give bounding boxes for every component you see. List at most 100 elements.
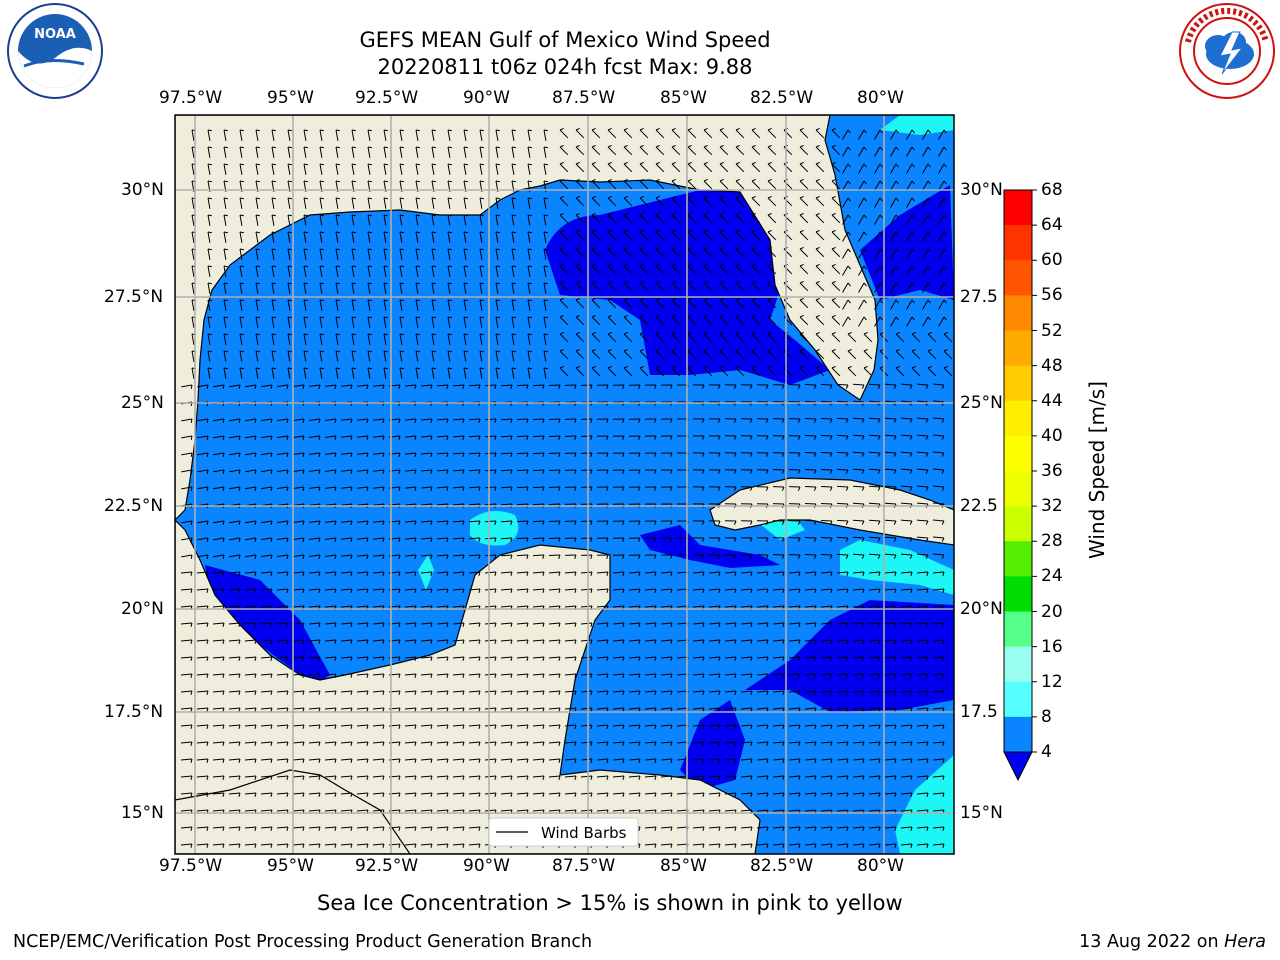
- wind-barb-flag: [510, 520, 513, 525]
- wind-barb: [703, 265, 713, 275]
- wind-barb-flag: [942, 843, 945, 848]
- wind-barb: [820, 707, 833, 710]
- wind-barb: [244, 826, 257, 829]
- wind-barb-flag: [687, 178, 692, 182]
- wind-barb-flag: [797, 452, 801, 457]
- wind-barb: [468, 384, 481, 387]
- wind-barb: [511, 367, 515, 379]
- wind-barb-flag: [830, 724, 833, 729]
- wind-barb-flag: [702, 707, 705, 712]
- wind-barb: [639, 129, 649, 139]
- wind-barb-flag: [334, 792, 337, 797]
- wind-barb: [196, 656, 209, 659]
- wind-barb-flag: [398, 826, 401, 831]
- wind-barb-flag: [398, 588, 401, 593]
- wind-barb-flag: [319, 231, 325, 234]
- wind-barb: [452, 775, 465, 778]
- wind-barb: [239, 265, 243, 277]
- wind-barb-flag: [238, 520, 241, 526]
- wind-barb-flag: [574, 469, 577, 474]
- wind-barb-flag: [797, 418, 801, 423]
- wind-barb-flag: [926, 622, 929, 627]
- wind-barb-flag: [767, 144, 772, 148]
- wind-barb-flag: [447, 367, 453, 370]
- wind-barb-flag: [861, 554, 865, 559]
- wind-barb: [884, 434, 897, 437]
- wind-barb: [245, 554, 257, 558]
- wind-barb-flag: [415, 350, 421, 353]
- wind-barb-flag: [190, 707, 193, 712]
- wind-barb: [463, 163, 467, 175]
- wind-barb: [676, 571, 689, 574]
- wind-barb-flag: [846, 775, 849, 780]
- wind-barb: [580, 758, 593, 761]
- wind-barb-flag: [383, 146, 389, 149]
- wind-barb-flag: [255, 282, 261, 285]
- wind-barb-flag: [879, 197, 883, 202]
- wind-barb: [687, 367, 697, 377]
- wind-barb: [260, 656, 273, 659]
- wind-barb: [527, 163, 531, 175]
- wind-barb: [468, 843, 481, 846]
- wind-barb-flag: [750, 639, 753, 644]
- wind-barb-flag: [734, 537, 737, 542]
- wind-barb-flag: [526, 792, 529, 797]
- wind-barb: [180, 605, 193, 608]
- wind-barb: [804, 588, 817, 591]
- wind-barb: [868, 536, 881, 539]
- wind-barb: [484, 622, 497, 625]
- wind-barb: [591, 299, 601, 309]
- wind-barb: [868, 553, 881, 556]
- wind-barb: [820, 758, 833, 761]
- wind-barb: [596, 656, 609, 659]
- wind-barb-flag: [558, 520, 561, 525]
- wind-barb: [340, 775, 353, 778]
- wind-barb-flag: [511, 367, 517, 370]
- wind-barb: [900, 553, 913, 556]
- wind-barb: [239, 367, 243, 379]
- wind-barb-flag: [302, 622, 305, 627]
- wind-barb-flag: [703, 195, 708, 199]
- wind-barb: [607, 163, 617, 173]
- wind-barb: [181, 469, 193, 473]
- wind-barb: [404, 809, 417, 812]
- wind-barb-flag: [302, 724, 305, 729]
- wind-barb-flag: [447, 333, 453, 336]
- wind-barb: [687, 333, 697, 343]
- lat-label-right: 25°N: [960, 393, 1003, 413]
- wind-barb-flag: [318, 792, 321, 797]
- wind-barb: [580, 690, 593, 693]
- wind-barb-flag: [638, 588, 641, 593]
- wind-barb: [836, 417, 849, 420]
- wind-barb-flag: [670, 639, 673, 644]
- wind-barb-flag: [542, 792, 545, 797]
- wind-barb-flag: [829, 418, 833, 423]
- wind-barb: [591, 367, 601, 377]
- wind-barb-flag: [462, 673, 465, 678]
- wind-barb: [325, 486, 337, 489]
- wind-barb-flag: [639, 280, 644, 284]
- wind-barb: [692, 724, 705, 727]
- wind-barb: [660, 741, 673, 744]
- wind-barb-flag: [814, 639, 817, 644]
- wind-barb: [341, 384, 353, 387]
- wind-barb: [884, 417, 897, 420]
- wind-barb: [836, 400, 849, 403]
- wind-barb-flag: [414, 656, 417, 661]
- wind-barb-flag: [319, 299, 325, 302]
- wind-barb: [916, 417, 929, 420]
- wind-barb: [276, 826, 289, 829]
- wind-barb: [260, 571, 273, 574]
- wind-barb-flag: [334, 622, 337, 627]
- wind-barb: [815, 282, 825, 292]
- wind-barb: [884, 588, 897, 591]
- wind-barb: [260, 724, 273, 727]
- wind-barb: [591, 129, 601, 139]
- wind-barb-flag: [206, 741, 209, 746]
- wind-barb-flag: [879, 231, 883, 236]
- wind-barb-flag: [526, 554, 529, 559]
- wind-barb-flag: [782, 758, 785, 763]
- wind-barb: [639, 197, 649, 207]
- wind-barb-flag: [239, 299, 245, 302]
- wind-barb: [532, 622, 545, 625]
